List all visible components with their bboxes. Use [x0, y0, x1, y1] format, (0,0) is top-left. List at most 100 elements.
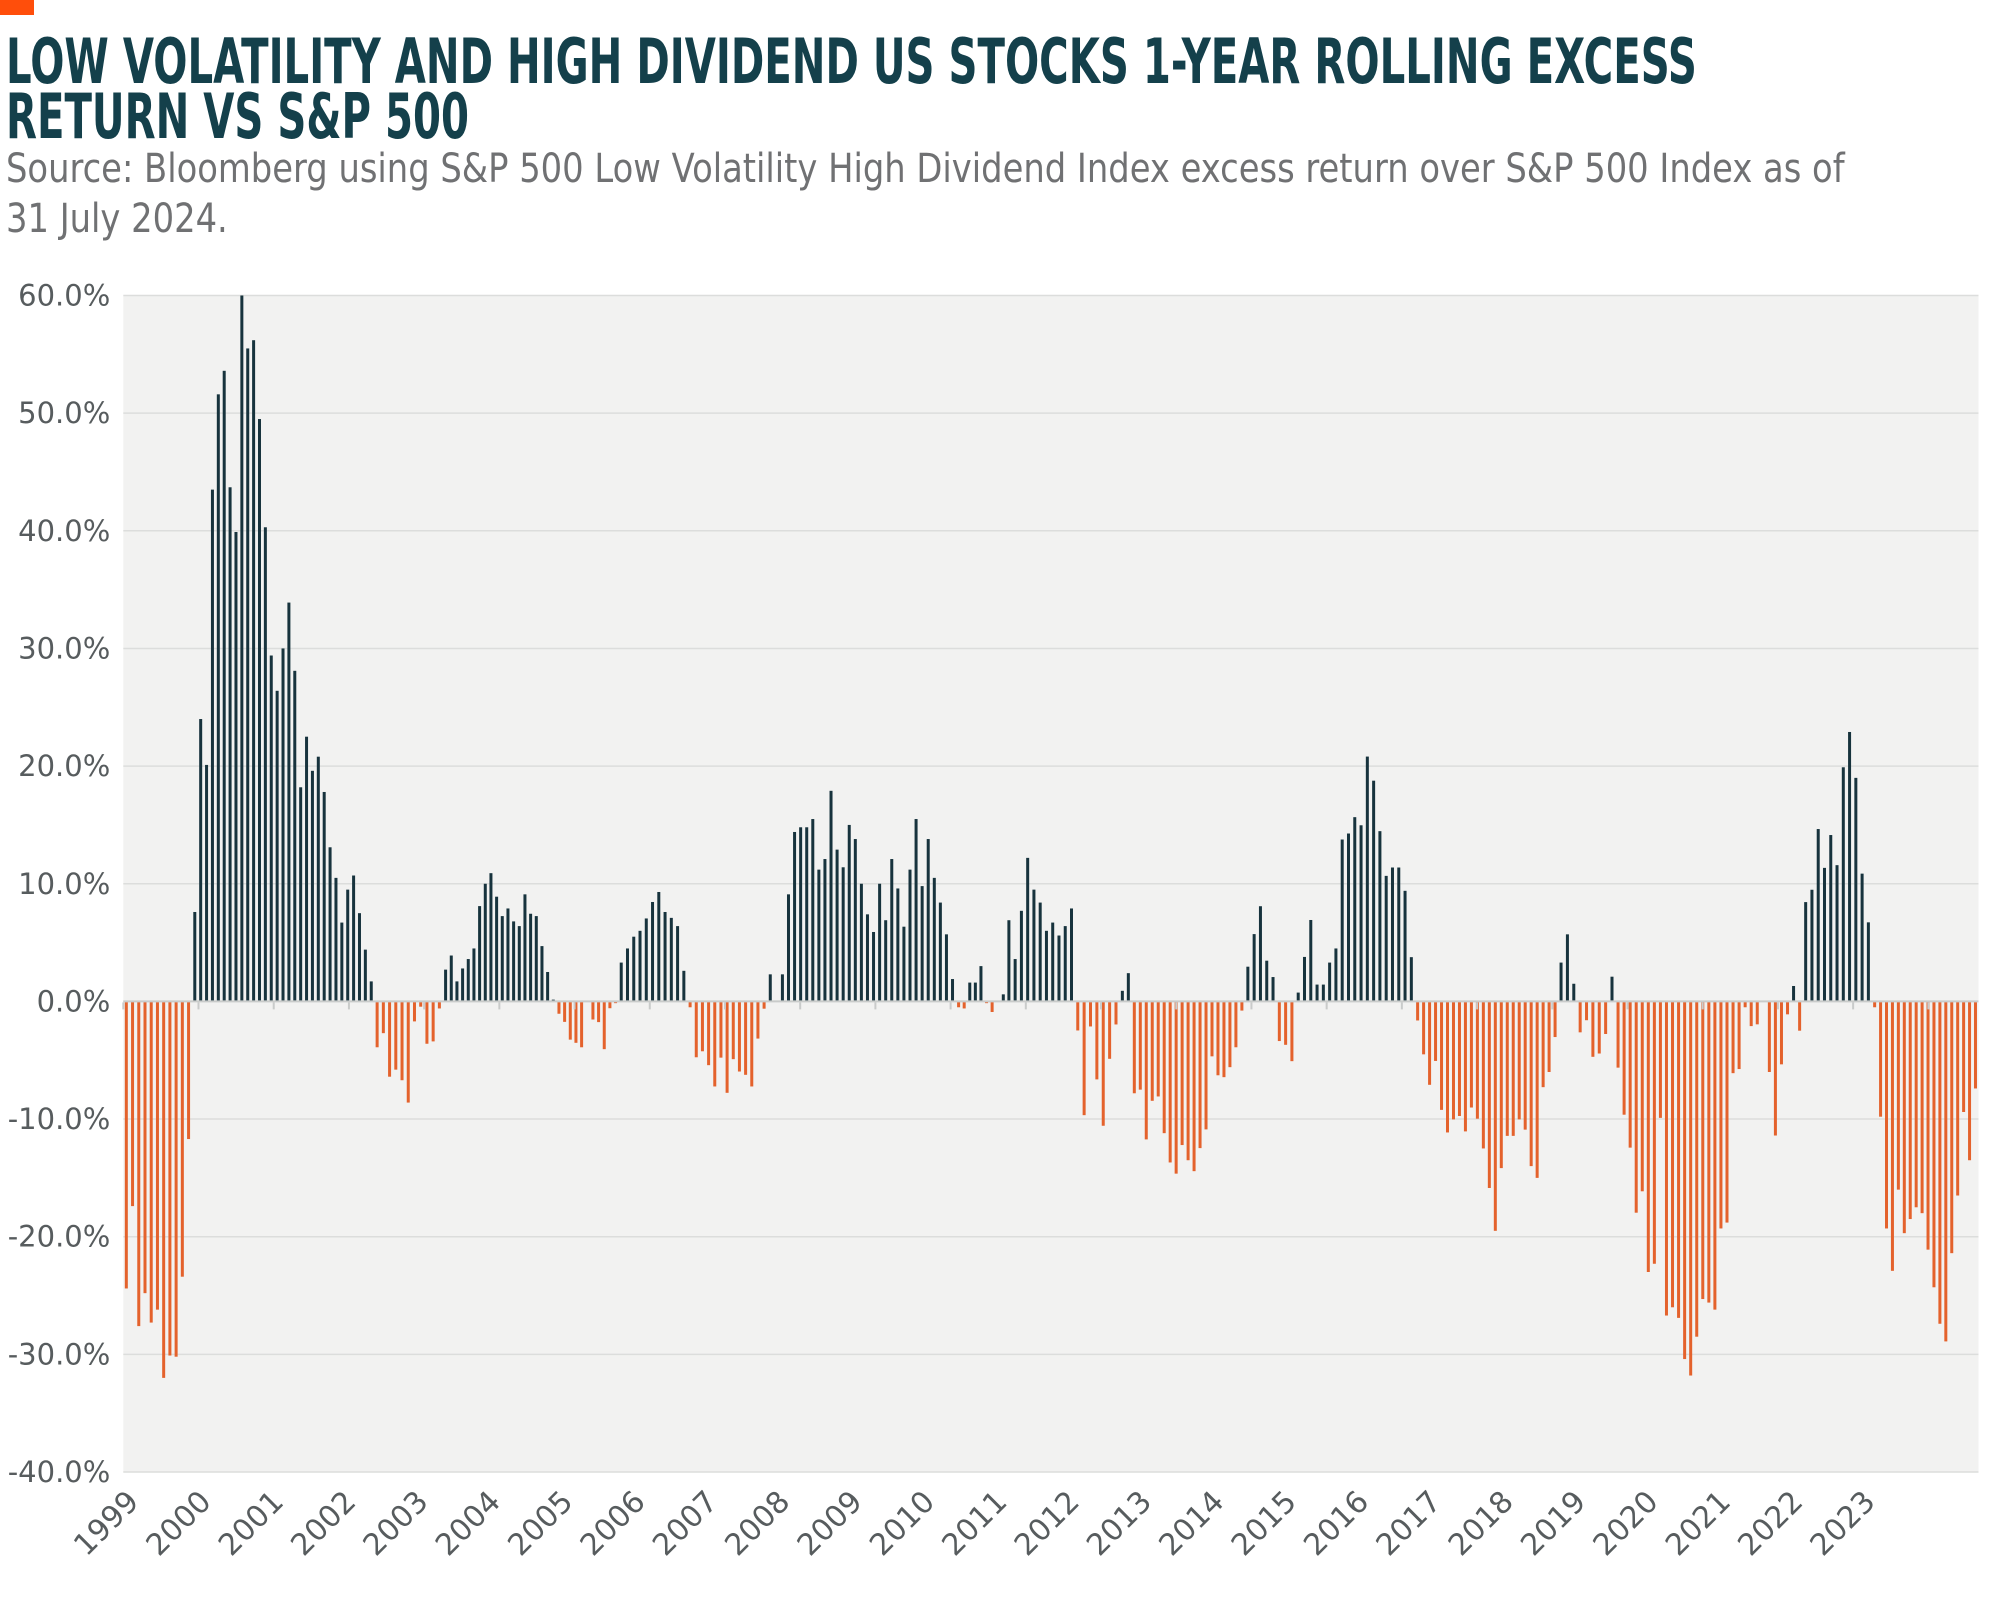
- x-tick-label: 2010: [863, 1484, 942, 1563]
- bar: [1541, 1001, 1545, 1088]
- bar: [1063, 926, 1067, 1002]
- bar: [823, 859, 827, 1002]
- bar: [1240, 1001, 1244, 1011]
- x-tick-label: 2018: [1442, 1484, 1521, 1563]
- bar: [431, 1001, 435, 1042]
- bar: [731, 1001, 735, 1060]
- bar: [1440, 1001, 1444, 1110]
- bar: [1120, 990, 1124, 1002]
- bar: [1416, 1001, 1420, 1021]
- bar: [1841, 767, 1845, 1002]
- x-tick-label: 2019: [1514, 1484, 1593, 1563]
- bar: [865, 914, 869, 1002]
- x-tick-label: 2011: [936, 1484, 1015, 1563]
- bar: [1671, 1001, 1675, 1308]
- bar: [1013, 959, 1017, 1002]
- bar: [1284, 1001, 1288, 1045]
- bar: [252, 340, 256, 1002]
- bar: [1082, 1001, 1086, 1116]
- bar: [1896, 1001, 1900, 1190]
- bar: [1634, 1001, 1638, 1213]
- bar: [688, 1001, 692, 1008]
- bar: [1517, 1001, 1521, 1120]
- x-tick-label: 2006: [574, 1484, 653, 1563]
- bar: [1701, 1001, 1705, 1300]
- bar: [1353, 817, 1357, 1002]
- bar: [512, 921, 516, 1002]
- bar: [669, 917, 673, 1002]
- bar: [1070, 908, 1073, 1002]
- bar: [1422, 1001, 1426, 1055]
- bar: [193, 911, 197, 1002]
- bar: [1731, 1001, 1735, 1074]
- bar: [1409, 957, 1413, 1002]
- bar: [859, 883, 863, 1002]
- bar: [938, 902, 942, 1002]
- bar: [1505, 1001, 1509, 1136]
- bar: [829, 790, 833, 1002]
- x-tick-label: 2016: [1297, 1484, 1376, 1563]
- bar: [1162, 1001, 1166, 1134]
- bar: [1499, 1001, 1503, 1169]
- bar: [162, 1001, 166, 1378]
- bar: [449, 955, 453, 1002]
- bar: [210, 489, 214, 1002]
- bar: [608, 1001, 612, 1009]
- x-tick-label: 2020: [1587, 1484, 1666, 1563]
- bar: [1920, 1001, 1924, 1214]
- bar: [394, 1001, 398, 1070]
- y-tick-label: 10.0%: [18, 867, 110, 901]
- bar: [1434, 1001, 1438, 1061]
- bar: [786, 894, 790, 1002]
- bar: [908, 869, 912, 1002]
- bar: [500, 916, 504, 1002]
- bar: [1529, 1001, 1533, 1167]
- bar: [1804, 902, 1808, 1002]
- x-tick-label: 2023: [1804, 1484, 1883, 1563]
- bar: [534, 916, 538, 1002]
- bar: [1873, 1001, 1877, 1008]
- bar: [762, 1001, 766, 1009]
- bar: [1463, 1001, 1467, 1132]
- bar: [920, 886, 924, 1002]
- bar: [1523, 1001, 1527, 1130]
- bar: [124, 1001, 128, 1289]
- bar: [1719, 1001, 1723, 1229]
- bar: [1290, 1001, 1294, 1062]
- bar: [799, 827, 803, 1002]
- bar: [461, 968, 465, 1002]
- bar: [1962, 1001, 1966, 1112]
- bar: [1646, 1001, 1650, 1272]
- bar: [853, 839, 857, 1002]
- bar: [363, 949, 367, 1002]
- bar: [1265, 960, 1269, 1002]
- bar: [1604, 1001, 1608, 1034]
- bar: [1126, 973, 1130, 1002]
- bar: [602, 1001, 606, 1050]
- bar: [1321, 984, 1325, 1002]
- bar: [1810, 889, 1814, 1002]
- bar: [756, 1001, 760, 1039]
- bar: [328, 847, 332, 1002]
- bar: [1032, 889, 1036, 1002]
- bar: [951, 979, 955, 1002]
- bar: [707, 1001, 711, 1066]
- bar: [557, 1001, 561, 1014]
- bar: [1493, 1001, 1497, 1231]
- bar: [780, 974, 784, 1002]
- bar: [357, 913, 361, 1002]
- bar: [234, 531, 238, 1002]
- bar: [1451, 1001, 1455, 1120]
- bar: [1779, 1001, 1783, 1065]
- bar: [1944, 1001, 1948, 1342]
- bar: [1565, 934, 1569, 1002]
- y-axis-labels: 60.0% 50.0% 40.0% 30.0% 20.0% 10.0% 0.0% -10.0%…: [8, 279, 111, 1490]
- bar: [1695, 1001, 1699, 1337]
- bar: [269, 655, 273, 1002]
- bar: [1007, 920, 1011, 1002]
- bar: [222, 370, 226, 1002]
- bar: [305, 736, 309, 1002]
- bar: [1001, 994, 1005, 1002]
- positive-bars: [193, 295, 1870, 1002]
